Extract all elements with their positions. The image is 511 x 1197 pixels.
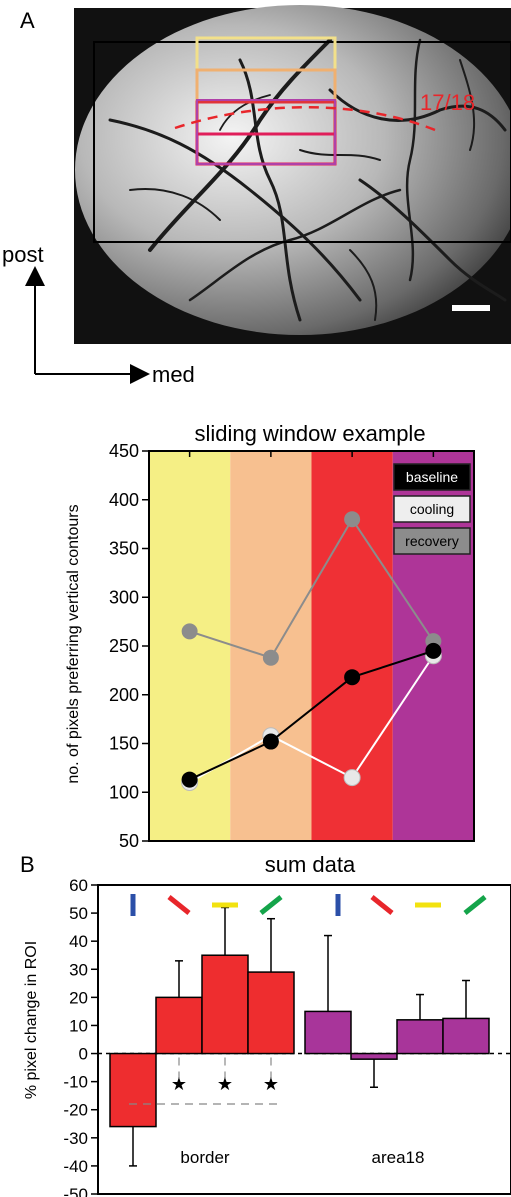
chart1-ytick-label: 50: [119, 831, 139, 851]
chart1-point-recovery: [344, 511, 361, 528]
chart2-bars: ★ ★ ★: [109, 906, 490, 1167]
chart1-point-recovery: [262, 649, 279, 666]
brain-image: 17/18: [74, 5, 511, 344]
oblique-bar-icon: [167, 895, 191, 915]
chart2-bar-border: [155, 996, 203, 1055]
chart1-ytick-label: 100: [109, 782, 139, 802]
chart2-ytick-label: 50: [69, 904, 88, 923]
chart2-bar-area18: [396, 1019, 444, 1055]
oblique-bar-icon: [463, 895, 487, 915]
post-label: post: [2, 242, 44, 267]
chart2-bar-area18: [304, 1010, 352, 1055]
chart1-frame: [148, 450, 475, 842]
chart2-significance-star: ★: [217, 1074, 233, 1094]
panel-a-label: A: [20, 8, 35, 33]
chart2-ytick-label: 30: [69, 960, 88, 979]
scale-bar: [452, 305, 490, 311]
orientation-axes: post med: [2, 242, 195, 387]
chart1-line-baseline: [189, 649, 434, 781]
chart1-ytick-label: 400: [109, 490, 139, 510]
chart2-y-ticks: -50 -40 -30 -20 -10 0 10 20 30 40 50 60: [63, 876, 511, 1197]
sum-data-chart: sum data % pixel change in ROI -50 -40 -30…: [23, 852, 511, 1197]
chart2-significance-star: ★: [263, 1074, 279, 1094]
chart2-title: sum data: [265, 852, 356, 877]
chart2-bar-border: [201, 954, 249, 1055]
chart2-group-label: area18: [372, 1148, 425, 1167]
chart2-ytick-label: 40: [69, 932, 88, 951]
chart1-point-baseline: [181, 771, 198, 788]
chart2-ylabel: % pixel change in ROI: [23, 941, 40, 1099]
chart1-series: [181, 511, 442, 791]
chart2-ytick-label: -50: [63, 1185, 88, 1197]
panel-a: A 1: [2, 5, 511, 387]
panel-b-label: B: [20, 852, 35, 877]
chart1-ytick-label: 450: [109, 441, 139, 461]
chart2-significance-star: ★: [171, 1074, 187, 1094]
sliding-window-chart: sliding window example no. of pixels pre…: [65, 421, 475, 851]
chart1-legend: baseline cooling recovery: [393, 463, 471, 555]
chart1-point-baseline: [344, 669, 361, 686]
chart2-ytick-label: 20: [69, 988, 88, 1007]
oblique-bar-icon: [259, 895, 283, 915]
roi-5: [196, 99, 336, 165]
chart2-bar-area18: [350, 1052, 398, 1060]
chart1-point-cooling: [343, 769, 361, 787]
chart1-legend-swatch-cooling: [393, 495, 471, 523]
chart2-group-label: border: [180, 1148, 229, 1167]
chart1-line-cooling: [189, 655, 435, 784]
chart2-bar-border: [109, 1052, 157, 1128]
chart2-ytick-label: -20: [63, 1101, 88, 1120]
chart2-ytick-label: -10: [63, 1073, 88, 1092]
chart1-line-recovery: [189, 517, 435, 659]
area-boundary-label: 17/18: [420, 90, 475, 115]
chart2-orientation-icons: [130, 894, 487, 916]
chart1-point-recovery: [181, 623, 198, 640]
chart2-ytick-label: 10: [69, 1016, 88, 1035]
brain-image-tissue: [75, 5, 511, 335]
chart2-group-labels: border area18: [180, 1148, 424, 1167]
chart2-ytick-label: -30: [63, 1129, 88, 1148]
chart1-legend-label-recovery: recovery: [405, 533, 459, 549]
chart2-ytick-label: 60: [69, 876, 88, 895]
chart1-point-baseline: [262, 733, 279, 750]
chart2-ytick-label: 0: [79, 1045, 88, 1064]
chart1-legend-swatch-recovery: [393, 527, 471, 555]
blood-vessels: [108, 38, 507, 322]
chart1-ytick-label: 350: [109, 539, 139, 559]
med-label: med: [152, 362, 195, 387]
chart1-legend-label-baseline: baseline: [406, 469, 458, 485]
oblique-bar-icon: [370, 895, 394, 915]
chart1-ytick-label: 250: [109, 636, 139, 656]
chart1-y-ticks: 50 100 150 200 250 300 350 400 450: [109, 441, 435, 851]
imaging-window-outline: [93, 41, 511, 243]
chart2-frame: [97, 884, 511, 1195]
chart1-band-orange: [230, 451, 312, 841]
chart1-legend-label-cooling: cooling: [410, 501, 454, 517]
chart1-ytick-label: 150: [109, 734, 139, 754]
chart2-bar-area18: [442, 1017, 490, 1055]
chart2-ytick-label: -40: [63, 1157, 88, 1176]
chart1-ytick-label: 300: [109, 587, 139, 607]
area-boundary-line: [174, 106, 436, 132]
chart1-title: sliding window example: [194, 421, 425, 446]
chart1-ytick-label: 200: [109, 685, 139, 705]
chart1-legend-swatch-baseline: [393, 463, 471, 491]
chart1-ylabel: no. of pixels preferring vertical contou…: [65, 504, 82, 783]
chart1-point-baseline: [425, 642, 442, 659]
chart2-bar-border: [247, 971, 295, 1055]
